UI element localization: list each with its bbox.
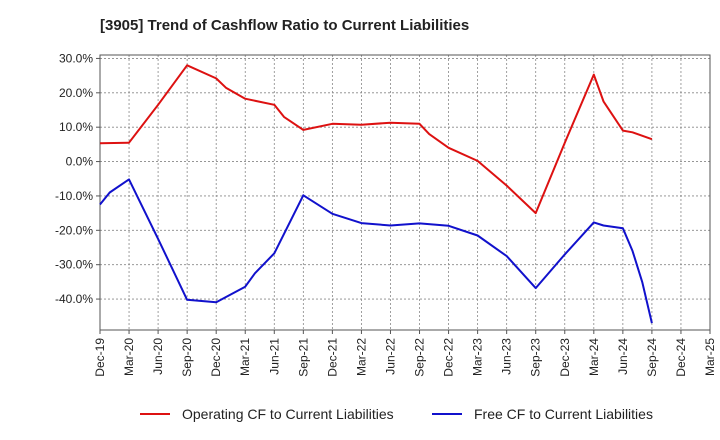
legend: Operating CF to Current Liabilities Free … xyxy=(140,406,653,422)
x-tick-label: Sep-20 xyxy=(180,338,194,377)
x-tick-label: Dec-22 xyxy=(442,338,456,377)
x-tick-label: Sep-23 xyxy=(529,338,543,377)
series-line-1 xyxy=(99,64,653,215)
y-tick-label: -40.0% xyxy=(55,292,93,306)
y-tick-label: 20.0% xyxy=(59,86,93,100)
plot-area: 30.0% 20.0% 10.0% 0.0% -10.0% -20.0% -30.0% -40… xyxy=(55,51,717,376)
y-tick-label: 0.0% xyxy=(66,155,94,169)
y-tick-label: -20.0% xyxy=(55,223,93,237)
x-tick-label: Jun-21 xyxy=(267,338,281,375)
y-tick-label: 10.0% xyxy=(59,120,93,134)
legend-label-1: Operating CF to Current Liabilities xyxy=(182,406,394,422)
x-tick-label: Dec-24 xyxy=(674,338,688,377)
x-tick-label: Mar-24 xyxy=(587,338,601,376)
x-tick-label: Mar-25 xyxy=(703,338,717,376)
x-tick-label: Dec-23 xyxy=(558,338,572,377)
x-tick-label: Dec-21 xyxy=(325,338,339,377)
plot-frame xyxy=(99,54,711,331)
x-tick-label: Dec-20 xyxy=(209,338,223,377)
x-tick-label: Jun-20 xyxy=(151,338,165,375)
x-tick-label: Sep-22 xyxy=(413,338,427,377)
chart-title: [3905] Trend of Cashflow Ratio to Curren… xyxy=(100,17,469,34)
x-tick-label: Jun-22 xyxy=(383,338,397,375)
x-tick-label: Sep-21 xyxy=(296,338,310,377)
y-tick-label: -30.0% xyxy=(55,258,93,272)
legend-label-2: Free CF to Current Liabilities xyxy=(474,406,653,422)
y-tick-label: 30.0% xyxy=(59,51,93,65)
x-tick-label: Mar-22 xyxy=(354,338,368,376)
x-tick-label: Dec-19 xyxy=(93,338,107,377)
x-tick-label: Mar-23 xyxy=(471,338,485,376)
x-tick-label: Sep-24 xyxy=(645,338,659,377)
x-tick-label: Jun-24 xyxy=(616,338,630,375)
series-line-2 xyxy=(99,178,653,324)
x-tick-label: Mar-21 xyxy=(238,338,252,376)
x-tick-label: Mar-20 xyxy=(122,338,136,376)
x-tick-label: Jun-23 xyxy=(500,338,514,375)
y-tick-label: -10.0% xyxy=(55,189,93,203)
